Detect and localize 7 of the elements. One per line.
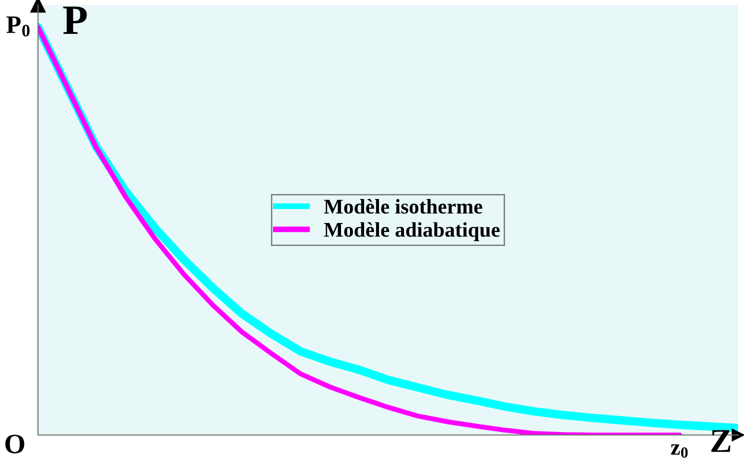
legend-label: Modèle adiabatique bbox=[324, 222, 500, 242]
text: O bbox=[5, 434, 24, 454]
legend-label: Modèle isotherme bbox=[324, 199, 482, 214]
text: P$_{0}$ bbox=[6, 16, 30, 37]
text: z$_{0}$ bbox=[670, 444, 688, 458]
y-axis-title: P bbox=[63, 6, 87, 34]
x-axis-title: Z bbox=[711, 430, 730, 452]
